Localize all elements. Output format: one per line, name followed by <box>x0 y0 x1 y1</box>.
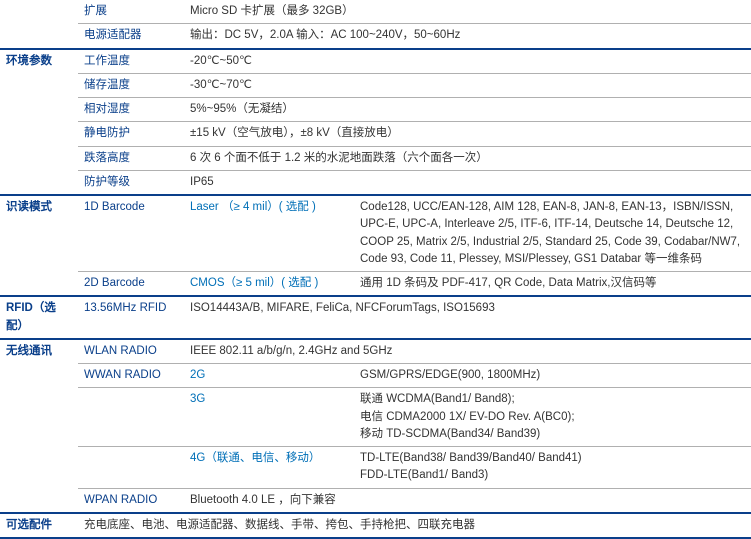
label-cell: 扩展 <box>78 0 184 24</box>
group-cell <box>0 98 78 122</box>
value-cell: 联通 WCDMA(Band1/ Band8); 电信 CDMA2000 1X/ … <box>354 388 751 447</box>
label-cell: WLAN RADIO <box>78 339 184 364</box>
group-cell: 识读模式 <box>0 195 78 272</box>
label-cell: 13.56MHz RFID <box>78 296 184 339</box>
spec-row: 跌落高度6 次 6 个面不低于 1.2 米的水泥地面跌落（六个面各一次） <box>0 146 751 170</box>
group-cell <box>0 364 78 388</box>
value-cell: 5%~95%（无凝结） <box>184 98 751 122</box>
group-cell <box>0 388 78 447</box>
group-cell <box>0 122 78 146</box>
value-cell: -30℃~70℃ <box>184 73 751 97</box>
spec-row: 电源适配器输出：DC 5V，2.0A 输入：AC 100~240V，50~60H… <box>0 24 751 49</box>
spec-row: 3G联通 WCDMA(Band1/ Band8); 电信 CDMA2000 1X… <box>0 388 751 447</box>
label-cell: 2D Barcode <box>78 272 184 297</box>
group-cell: 无线通讯 <box>0 339 78 364</box>
label-cell: 防护等级 <box>78 170 184 195</box>
value-cell: ISO14443A/B, MIFARE, FeliCa, NFCForumTag… <box>184 296 751 339</box>
value-cell: ±15 kV（空气放电），±8 kV（直接放电） <box>184 122 751 146</box>
label-cell: 电源适配器 <box>78 24 184 49</box>
value-cell: 通用 1D 条码及 PDF-417, QR Code, Data Matrix,… <box>354 272 751 297</box>
group-cell <box>0 146 78 170</box>
spec-row: 相对湿度5%~95%（无凝结） <box>0 98 751 122</box>
group-cell <box>0 73 78 97</box>
spec-row: 无线通讯WLAN RADIOIEEE 802.11 a/b/g/n, 2.4GH… <box>0 339 751 364</box>
mid-cell: Laser （≥ 4 mil）( 选配 ) <box>184 195 354 272</box>
value-cell: IEEE 802.11 a/b/g/n, 2.4GHz and 5GHz <box>184 339 751 364</box>
value-cell: Micro SD 卡扩展（最多 32GB） <box>184 0 751 24</box>
value-cell: GSM/GPRS/EDGE(900, 1800MHz) <box>354 364 751 388</box>
mid-cell: 4G（联通、电信、移动） <box>184 447 354 489</box>
group-cell <box>0 272 78 297</box>
spec-row: 4G（联通、电信、移动）TD-LTE(Band38/ Band39/Band40… <box>0 447 751 489</box>
value-cell: IP65 <box>184 170 751 195</box>
group-cell: 环境参数 <box>0 49 78 74</box>
label-cell: WPAN RADIO <box>78 488 184 513</box>
label-cell: 跌落高度 <box>78 146 184 170</box>
spec-row: 环境参数工作温度-20℃~50℃ <box>0 49 751 74</box>
label-cell: 1D Barcode <box>78 195 184 272</box>
spec-row: 扩展Micro SD 卡扩展（最多 32GB） <box>0 0 751 24</box>
value-cell: 充电底座、电池、电源适配器、数据线、手带、挎包、手持枪把、四联充电器 <box>78 513 751 538</box>
label-cell: 静电防护 <box>78 122 184 146</box>
group-cell <box>0 170 78 195</box>
spec-row: WPAN RADIOBluetooth 4.0 LE ，向下兼容 <box>0 488 751 513</box>
mid-cell: 2G <box>184 364 354 388</box>
spec-row: WWAN RADIO2GGSM/GPRS/EDGE(900, 1800MHz) <box>0 364 751 388</box>
mid-cell: CMOS（≥ 5 mil）( 选配 ) <box>184 272 354 297</box>
label-cell <box>78 388 184 447</box>
spec-row: 可选配件充电底座、电池、电源适配器、数据线、手带、挎包、手持枪把、四联充电器 <box>0 513 751 538</box>
group-cell <box>0 0 78 24</box>
spec-row: 2D BarcodeCMOS（≥ 5 mil）( 选配 )通用 1D 条码及 P… <box>0 272 751 297</box>
group-cell <box>0 488 78 513</box>
value-cell: Bluetooth 4.0 LE ，向下兼容 <box>184 488 751 513</box>
spec-row: 防护等级IP65 <box>0 170 751 195</box>
spec-table: 扩展Micro SD 卡扩展（最多 32GB）电源适配器输出：DC 5V，2.0… <box>0 0 751 539</box>
spec-row: 识读模式1D BarcodeLaser （≥ 4 mil）( 选配 )Code1… <box>0 195 751 272</box>
group-cell: RFID（选配） <box>0 296 78 339</box>
label-cell: WWAN RADIO <box>78 364 184 388</box>
mid-cell: 3G <box>184 388 354 447</box>
label-cell: 相对湿度 <box>78 98 184 122</box>
group-cell <box>0 447 78 489</box>
value-cell: -20℃~50℃ <box>184 49 751 74</box>
label-cell: 储存温度 <box>78 73 184 97</box>
group-cell <box>0 24 78 49</box>
value-cell: 6 次 6 个面不低于 1.2 米的水泥地面跌落（六个面各一次） <box>184 146 751 170</box>
label-cell: 工作温度 <box>78 49 184 74</box>
spec-row: RFID（选配）13.56MHz RFIDISO14443A/B, MIFARE… <box>0 296 751 339</box>
value-cell: Code128, UCC/EAN-128, AIM 128, EAN-8, JA… <box>354 195 751 272</box>
value-cell: TD-LTE(Band38/ Band39/Band40/ Band41) FD… <box>354 447 751 489</box>
spec-row: 静电防护±15 kV（空气放电），±8 kV（直接放电） <box>0 122 751 146</box>
spec-row: 储存温度-30℃~70℃ <box>0 73 751 97</box>
group-cell: 可选配件 <box>0 513 78 538</box>
label-cell <box>78 447 184 489</box>
value-cell: 输出：DC 5V，2.0A 输入：AC 100~240V，50~60Hz <box>184 24 751 49</box>
